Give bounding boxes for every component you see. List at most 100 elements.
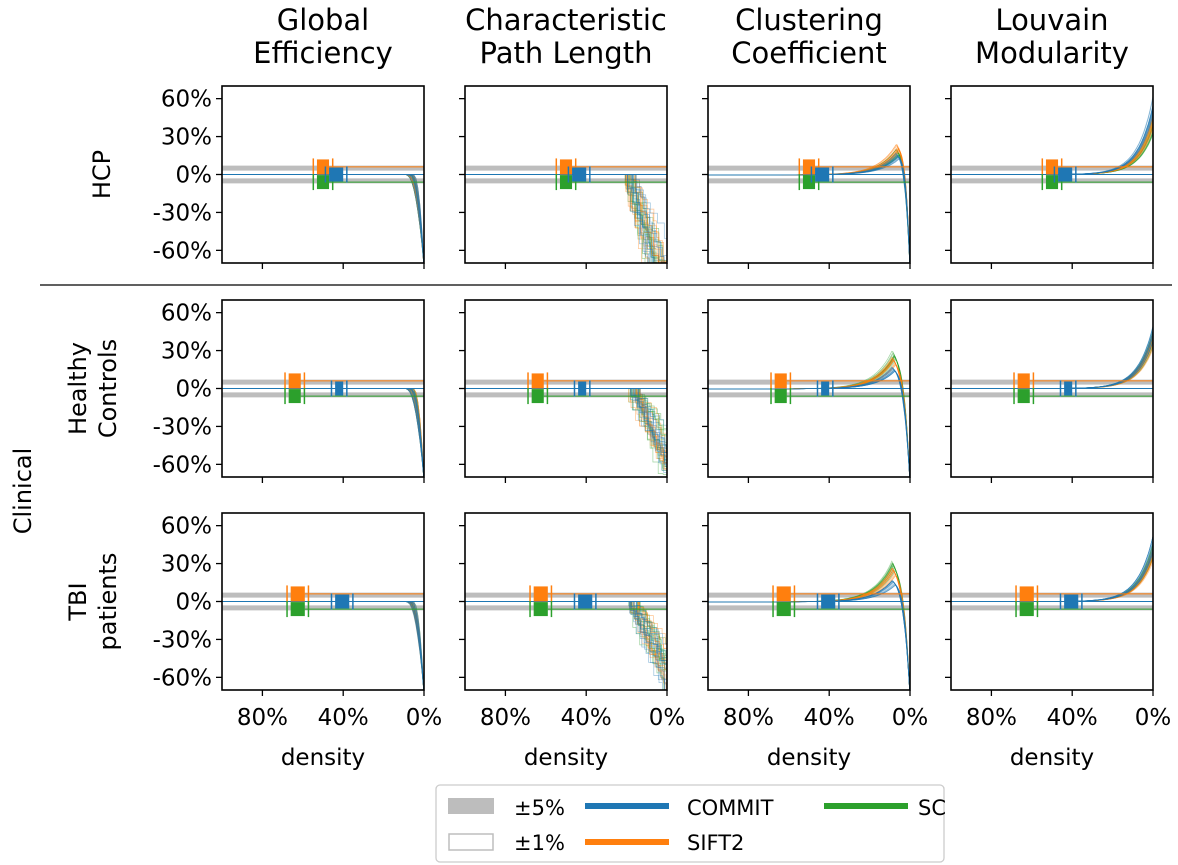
range-marker-sc (288, 389, 301, 404)
series-line-commit (708, 370, 910, 477)
series-line-sc (708, 154, 910, 263)
series-line-commit (222, 601, 424, 690)
range-marker-sift2 (288, 373, 301, 389)
series-line-sc (222, 388, 424, 477)
series-line-sift2 (708, 360, 910, 477)
series-line-sc (708, 350, 910, 477)
series-line-commit (951, 332, 1153, 389)
series-line-sc (465, 601, 667, 669)
series-line-sc (708, 570, 910, 690)
series-line-sc (222, 601, 424, 690)
series-line-sc (951, 547, 1153, 602)
range-marker-sc (290, 602, 305, 617)
series-line-sc (465, 174, 657, 263)
series-line-commit (465, 388, 667, 464)
series-line-sc (951, 346, 1153, 389)
series-line-sift2 (708, 567, 910, 690)
series-line-sc (222, 601, 424, 690)
series-line-commit (951, 325, 1153, 389)
series-line-commit (222, 388, 424, 477)
series-line-sift2 (222, 601, 424, 690)
range-marker-sift2 (559, 159, 573, 175)
series-line-sift2 (222, 601, 424, 690)
series-line-sift2 (951, 335, 1153, 389)
series-line-sift2 (465, 388, 667, 464)
series-line-commit (222, 388, 424, 477)
series-line-commit (708, 580, 910, 690)
series-line-sift2 (465, 601, 667, 676)
series-line-sc (708, 565, 910, 690)
series-line-commit (708, 155, 910, 263)
series-line-sc (951, 550, 1153, 602)
series-line-sc (465, 601, 667, 661)
panel-plot-area (222, 592, 424, 690)
y-tick-label: -60% (153, 665, 212, 691)
x-tick-label: 0% (406, 705, 443, 731)
series-line-sift2 (951, 551, 1153, 602)
series-line-sift2 (222, 388, 424, 477)
series-line-sc (465, 388, 667, 446)
series-line-sc (222, 601, 424, 690)
series-line-commit (708, 369, 910, 477)
series-line-commit (222, 388, 424, 477)
y-tick-label: 30% (161, 125, 212, 151)
series-line-commit (951, 330, 1153, 389)
series-line-sc (222, 388, 424, 477)
series-line-sc (951, 549, 1153, 602)
series-line-commit (222, 601, 424, 690)
series-line-commit (951, 535, 1153, 602)
series-line-sift2 (951, 336, 1153, 389)
series-line-commit (465, 388, 667, 453)
series-line-sift2 (465, 601, 667, 661)
panel-plot-area (708, 350, 910, 477)
series-line-commit (708, 369, 910, 477)
row-label: TBI (64, 582, 92, 621)
series-line-sc (465, 174, 666, 263)
series-line-sc (708, 154, 910, 263)
panel-2-1: 80% 40% 0% density (459, 512, 685, 771)
series-line-commit (708, 157, 910, 263)
series-line-sc (465, 174, 660, 263)
series-line-sc (951, 556, 1153, 602)
series-line-sift2 (222, 601, 424, 690)
column-title: Louvain (995, 3, 1108, 37)
series-line-commit (465, 174, 650, 263)
range-marker-commit (1064, 594, 1079, 609)
series-line-sc (708, 152, 910, 263)
series-line-sc (465, 174, 659, 263)
y-tick-label: 30% (161, 552, 212, 578)
series-line-sc (708, 153, 910, 263)
range-marker-sift2 (533, 586, 548, 602)
series-line-sc (465, 601, 667, 685)
series-line-sc (222, 388, 424, 477)
series-line-sift2 (222, 601, 424, 690)
series-line-sift2 (465, 174, 667, 263)
series-line-sc (708, 562, 910, 690)
panel-1-3 (945, 299, 1154, 483)
series-line-sift2 (708, 570, 910, 690)
series-line-commit (222, 388, 424, 477)
series-line-sc (222, 601, 424, 690)
series-line-commit (951, 325, 1153, 389)
range-marker-commit (821, 594, 836, 609)
series-line-sc (222, 601, 424, 690)
series-line-sc (465, 601, 667, 671)
series-line-commit (222, 601, 424, 690)
series-line-commit (708, 367, 910, 477)
panel-2-2: 80% 40% 0% density (702, 512, 928, 771)
series-line-sc (465, 174, 658, 263)
series-line-sc (708, 355, 910, 477)
series-line-sc (951, 543, 1153, 602)
series-line-commit (951, 330, 1153, 389)
series-line-sc (951, 341, 1153, 389)
series-line-sc (222, 601, 424, 690)
series-line-commit (465, 174, 650, 263)
series-line-sift2 (222, 601, 424, 690)
series-line-sift2 (951, 558, 1153, 602)
series-line-sc (951, 334, 1153, 389)
series-line-commit (708, 368, 910, 477)
series-line-sift2 (708, 575, 910, 690)
series-line-sift2 (222, 601, 424, 690)
series-line-commit (708, 580, 910, 690)
column-title: Clustering (735, 3, 883, 37)
